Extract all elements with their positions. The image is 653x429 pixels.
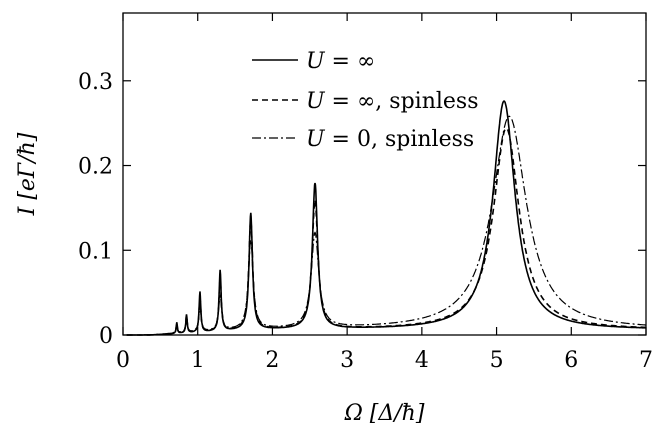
series-line-dashed (126, 127, 646, 336)
x-tick-label: 3 (340, 348, 354, 373)
legend-label-1: U = ∞ (306, 49, 375, 74)
series-line-dashdot (126, 115, 646, 336)
y-tick-label: 0.1 (78, 239, 113, 264)
ticks-layer: 0 1 2 3 4 5 6 7 0 0.1 0.2 0.3 (78, 13, 653, 373)
x-tick-label: 4 (415, 348, 429, 373)
plot-frame (122, 12, 647, 336)
series-layer (126, 100, 646, 336)
y-tick-label: 0.3 (78, 70, 113, 95)
x-tick-label: 0 (116, 348, 130, 373)
x-tick-label: 2 (265, 348, 279, 373)
y-tick-label: 0 (99, 324, 113, 349)
x-tick-label: 1 (191, 348, 205, 373)
legend-label-2: U = ∞, spinless (306, 89, 479, 114)
x-tick-label: 6 (564, 348, 578, 373)
x-tick-label: 7 (639, 348, 653, 373)
y-axis-label: I [eΓ/ħ] (15, 132, 40, 216)
x-tick-label: 5 (490, 348, 504, 373)
y-tick-label: 0.2 (78, 155, 113, 180)
legend-label-3: U = 0, spinless (306, 127, 474, 152)
legend: U = ∞ U = ∞, spinless U = 0, spinless (252, 49, 479, 152)
x-axis-label: Ω [Δ/ħ] (344, 401, 425, 426)
